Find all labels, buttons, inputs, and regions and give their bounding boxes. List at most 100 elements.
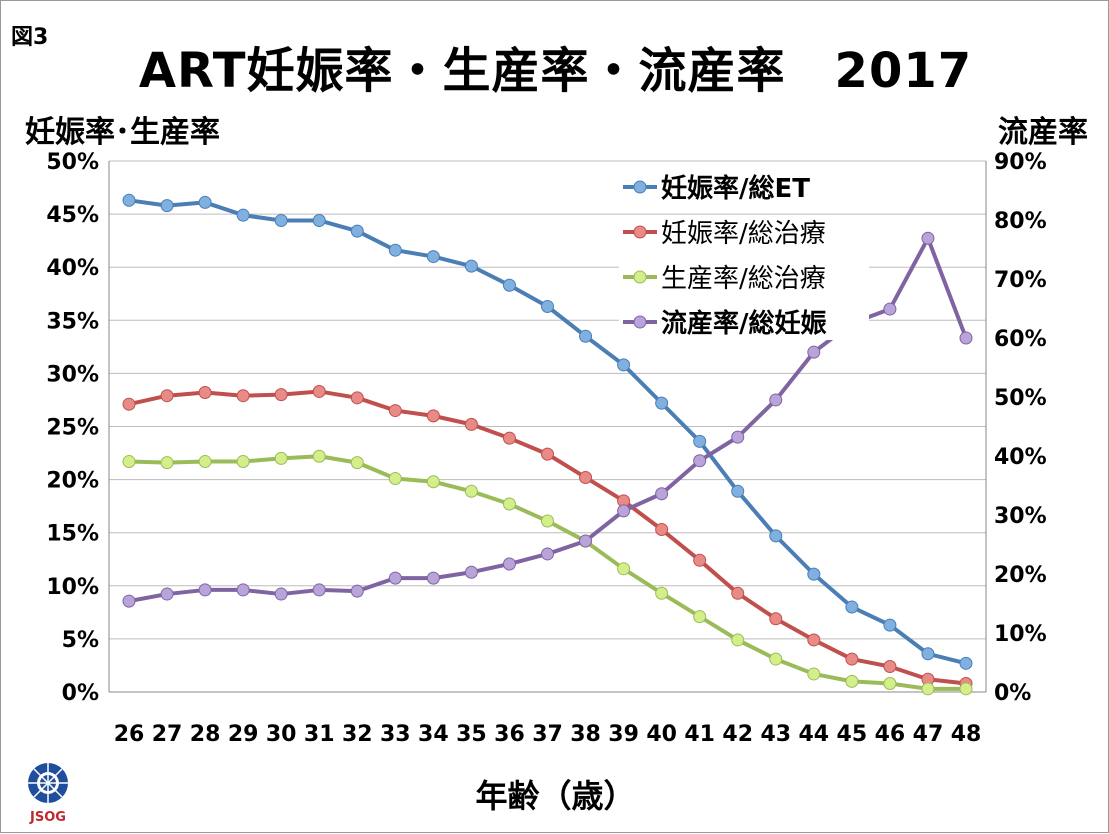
series-line-1 <box>128 389 967 686</box>
legend-entry: 流産率/総妊娠 <box>661 308 827 339</box>
data-point <box>693 434 707 448</box>
data-point <box>350 391 364 405</box>
y-tick-right: 40% <box>994 445 1047 470</box>
x-tick: 38 <box>570 722 601 747</box>
y-tick-left: 0% <box>62 681 99 706</box>
data-point <box>883 677 897 691</box>
data-point <box>160 199 174 213</box>
data-point <box>464 484 478 498</box>
data-point <box>122 455 136 469</box>
y-tick-right: 90% <box>994 150 1047 175</box>
x-axis-label: 年齢（歳） <box>475 777 636 815</box>
data-point <box>731 484 745 498</box>
data-point <box>464 259 478 273</box>
jsog-emblem-icon: JSOG <box>28 763 68 825</box>
data-point <box>274 388 288 402</box>
data-point <box>807 667 821 681</box>
x-tick: 39 <box>608 722 639 747</box>
x-tick: 47 <box>913 722 944 747</box>
x-tick: 43 <box>760 722 791 747</box>
x-tick: 27 <box>152 722 183 747</box>
y-tick-left: 10% <box>46 575 99 600</box>
x-tick: 26 <box>114 722 145 747</box>
data-point <box>579 534 593 548</box>
data-point <box>274 587 288 601</box>
data-point <box>769 529 783 543</box>
legend-marker <box>633 180 647 194</box>
y-axis-right-label: 流産率 <box>998 115 1088 150</box>
legend-bg <box>619 261 869 295</box>
data-point <box>617 504 631 518</box>
x-tick: 33 <box>380 722 411 747</box>
x-tick: 41 <box>684 722 715 747</box>
y-tick-left: 30% <box>46 362 99 387</box>
data-point <box>464 565 478 579</box>
data-point <box>388 404 402 418</box>
data-point <box>426 571 440 585</box>
data-point <box>502 557 516 571</box>
x-tick: 48 <box>951 722 982 747</box>
x-tick: 46 <box>875 722 906 747</box>
data-point <box>959 331 973 345</box>
x-tick: 29 <box>228 722 259 747</box>
y-tick-right: 0% <box>994 681 1031 706</box>
data-point <box>769 612 783 626</box>
data-point <box>160 587 174 601</box>
data-point <box>122 193 136 207</box>
data-point <box>388 243 402 257</box>
data-point <box>693 454 707 468</box>
x-tick: 36 <box>494 722 525 747</box>
data-point <box>693 553 707 567</box>
data-point <box>198 386 212 400</box>
x-tick: 28 <box>190 722 221 747</box>
figure-label: 図3 <box>11 25 49 50</box>
x-tick: 37 <box>532 722 563 747</box>
y-tick-right: 50% <box>994 386 1047 411</box>
data-point <box>579 329 593 343</box>
y-tick-left: 40% <box>46 256 99 281</box>
data-point <box>883 660 897 674</box>
x-tick: 40 <box>646 722 677 747</box>
legend-bg <box>619 306 869 340</box>
data-point <box>274 213 288 227</box>
data-point <box>122 397 136 411</box>
legend-bg <box>619 216 869 250</box>
data-point <box>959 682 973 696</box>
data-point <box>426 475 440 489</box>
legend-marker <box>633 225 647 239</box>
data-point <box>502 497 516 511</box>
data-point <box>350 584 364 598</box>
data-point <box>617 358 631 372</box>
y-tick-left: 20% <box>46 469 99 494</box>
y-tick-right: 20% <box>994 563 1047 588</box>
data-point <box>274 451 288 465</box>
legend-bg <box>619 171 869 205</box>
data-point <box>883 618 897 632</box>
data-point <box>312 583 326 597</box>
data-point <box>388 472 402 486</box>
jsog-logo: JSOG <box>23 761 73 829</box>
y-tick-left: 25% <box>46 416 99 441</box>
data-point <box>198 455 212 469</box>
data-point <box>198 583 212 597</box>
data-point <box>426 409 440 423</box>
data-point <box>921 231 935 245</box>
data-point <box>883 302 897 316</box>
data-point <box>579 470 593 484</box>
data-point <box>731 633 745 647</box>
legend-entry: 生産率/総治療 <box>661 264 826 294</box>
x-tick: 42 <box>722 722 753 747</box>
svg-text:JSOG: JSOG <box>29 810 66 825</box>
data-point <box>350 456 364 470</box>
y-tick-left: 5% <box>62 628 99 653</box>
y-tick-right: 80% <box>994 209 1047 234</box>
y-tick-left: 50% <box>46 150 99 175</box>
data-point <box>350 224 364 238</box>
data-point <box>921 647 935 661</box>
data-point <box>959 656 973 670</box>
data-point <box>845 652 859 666</box>
data-point <box>312 384 326 398</box>
data-point <box>845 674 859 688</box>
y-tick-right: 30% <box>994 504 1047 529</box>
